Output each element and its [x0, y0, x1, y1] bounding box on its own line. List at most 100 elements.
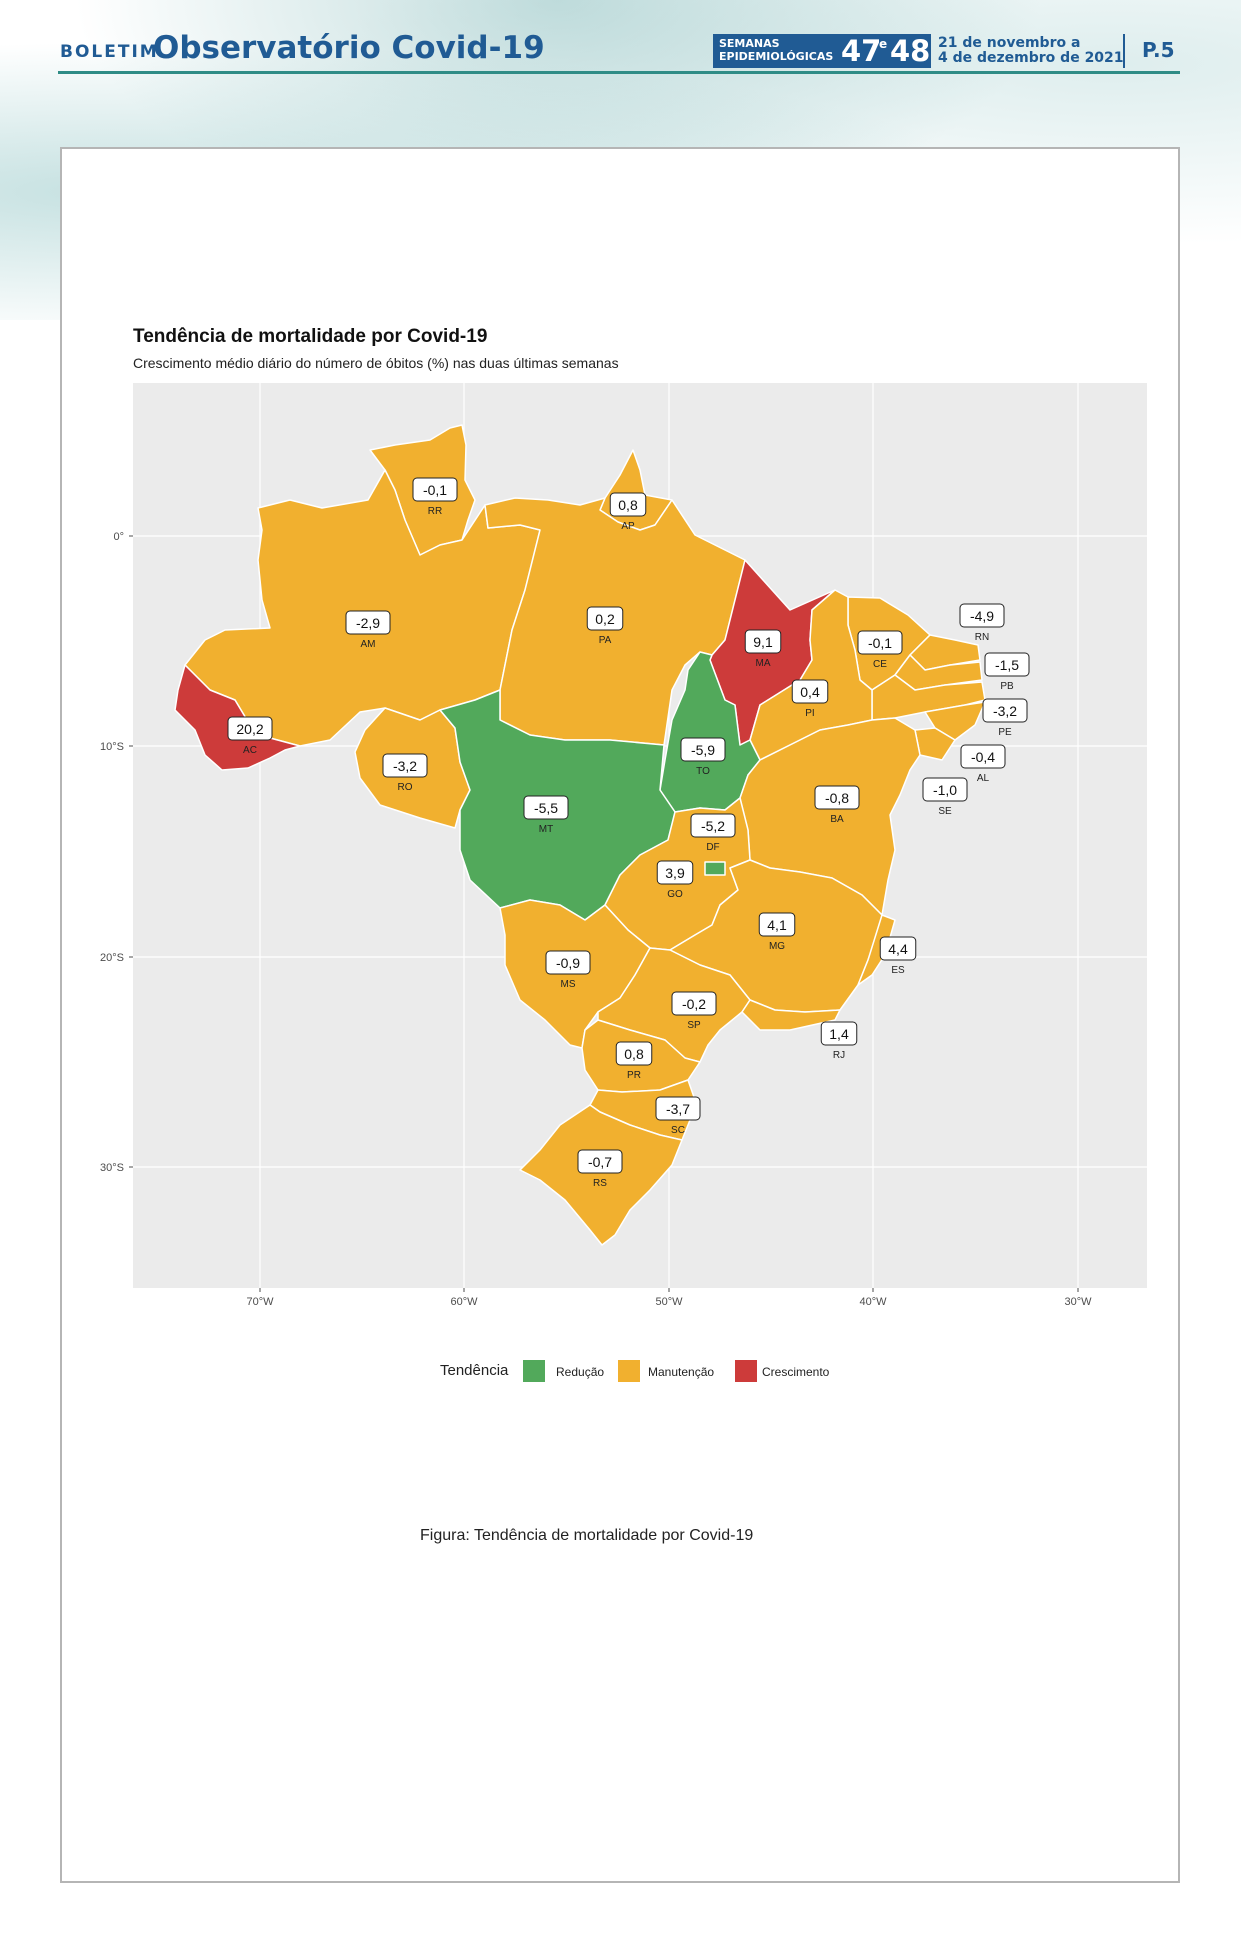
value-box [982, 698, 1028, 723]
state-label-PR: 0,8 PR [615, 1041, 653, 1081]
bulletin-title: Observatório Covid-19 [153, 30, 545, 66]
state-value: 0,2 [595, 611, 615, 627]
value-box [671, 991, 717, 1016]
state-DF [704, 861, 726, 876]
state-label-MT: -5,5 MT [523, 795, 569, 835]
value-box [922, 777, 968, 802]
page-number: P.5 [1142, 38, 1175, 62]
value-box [586, 606, 624, 631]
axis-ticks [129, 535, 1079, 1292]
state-code: RS [593, 1178, 607, 1189]
value-box [656, 860, 694, 885]
y-tick-10s: 10°S [100, 741, 124, 753]
bulletin-header: BOLETIM Observatório Covid-19 SEMANAS EP… [58, 28, 1180, 74]
state-value: -0,7 [588, 1154, 612, 1170]
x-tick-60w: 60°W [450, 1296, 478, 1308]
state-label-SC: -3,7 SC [655, 1096, 701, 1136]
state-label-AL: -0,4 AL [960, 744, 1006, 784]
state-code: GO [667, 889, 683, 900]
state-code: AM [361, 639, 376, 650]
state-RJ [741, 999, 841, 1031]
state-code: RR [428, 506, 442, 517]
state-label-CE: -0,1 CE [857, 630, 903, 670]
state-code: DF [706, 842, 719, 853]
state-code: RN [975, 632, 989, 643]
value-box [984, 652, 1030, 677]
state-code: AL [977, 773, 990, 784]
value-box [680, 737, 726, 762]
state-value: 0,4 [800, 684, 820, 700]
state-label-GO: 3,9 GO [656, 860, 694, 900]
state-value: 3,9 [665, 865, 685, 881]
state-value: -5,9 [691, 742, 715, 758]
week-end: 48 [890, 34, 931, 68]
legend-label-reducao: Redução [556, 1365, 605, 1379]
state-value: 0,8 [618, 497, 638, 513]
state-label-AC: 20,2 AC [227, 716, 273, 756]
state-value: -0,2 [682, 996, 706, 1012]
state-label-PA: 0,2 PA [586, 606, 624, 646]
value-box [382, 753, 428, 778]
state-label-RJ: 1,4 RJ [820, 1021, 858, 1061]
value-box [345, 610, 391, 635]
legend-swatch-reducao [523, 1360, 545, 1382]
state-value: 0,8 [624, 1046, 644, 1062]
header-rule [58, 71, 1180, 74]
value-box [814, 785, 860, 810]
state-value: 20,2 [236, 721, 263, 737]
x-tick-40w: 40°W [859, 1296, 887, 1308]
state-value: -3,7 [666, 1101, 690, 1117]
state-value: -1,5 [995, 657, 1019, 673]
value-box [609, 492, 647, 517]
state-value: 4,4 [888, 941, 908, 957]
state-label-PE: -3,2 PE [982, 698, 1028, 738]
header-separator [1123, 34, 1125, 68]
state-value: -5,5 [534, 800, 558, 816]
state-code: SC [671, 1125, 685, 1136]
legend-swatch-manutencao [618, 1360, 640, 1382]
weeks-label: SEMANAS EPIDEMIOLÓGICAS [719, 37, 833, 63]
state-label-TO: -5,9 TO [680, 737, 726, 777]
state-value: -3,2 [993, 703, 1017, 719]
boletim-label: BOLETIM [60, 42, 159, 62]
state-code: SP [687, 1020, 701, 1031]
value-box [744, 629, 782, 654]
state-label-DF: -5,2 DF [690, 813, 736, 853]
state-value: 9,1 [753, 634, 773, 650]
state-label-PB: -1,5 PB [984, 652, 1030, 692]
legend-label-manutencao: Manutenção [648, 1365, 715, 1379]
figure-title: Tendência de mortalidade por Covid-19 [133, 326, 488, 347]
state-value: -2,9 [356, 615, 380, 631]
value-box [412, 477, 458, 502]
value-box [577, 1149, 623, 1174]
state-code: CE [873, 659, 887, 670]
state-label-PI: 0,4 PI [791, 679, 829, 719]
state-code: TO [696, 766, 710, 777]
state-code: AP [621, 521, 635, 532]
value-box [959, 603, 1005, 628]
state-code: PI [805, 708, 814, 719]
state-value: -4,9 [970, 608, 994, 624]
x-tick-30w: 30°W [1064, 1296, 1092, 1308]
date-line-2: 4 de dezembro de 2021 [938, 50, 1124, 66]
state-label-SE: -1,0 SE [922, 777, 968, 817]
state-label-RO: -3,2 RO [382, 753, 428, 793]
state-code: PR [627, 1070, 641, 1081]
state-value: -0,1 [868, 635, 892, 651]
value-box [545, 950, 591, 975]
value-box [690, 813, 736, 838]
state-RS [519, 1104, 683, 1246]
state-code: BA [830, 814, 844, 825]
state-value: -3,2 [393, 758, 417, 774]
axis-labels: 70°W 60°W 50°W 40°W 30°W 0° 10°S 20°S 30… [100, 531, 1092, 1308]
state-code: MG [769, 941, 785, 952]
state-code: PB [1000, 681, 1014, 692]
state-value: -1,0 [933, 782, 957, 798]
state-label-AM: -2,9 AM [345, 610, 391, 650]
state-code: PA [599, 635, 612, 646]
state-code: RJ [833, 1050, 845, 1061]
legend-swatch-crescimento [735, 1360, 757, 1382]
state-label-MS: -0,9 MS [545, 950, 591, 990]
legend-label-crescimento: Crescimento [762, 1365, 830, 1379]
value-box [523, 795, 569, 820]
